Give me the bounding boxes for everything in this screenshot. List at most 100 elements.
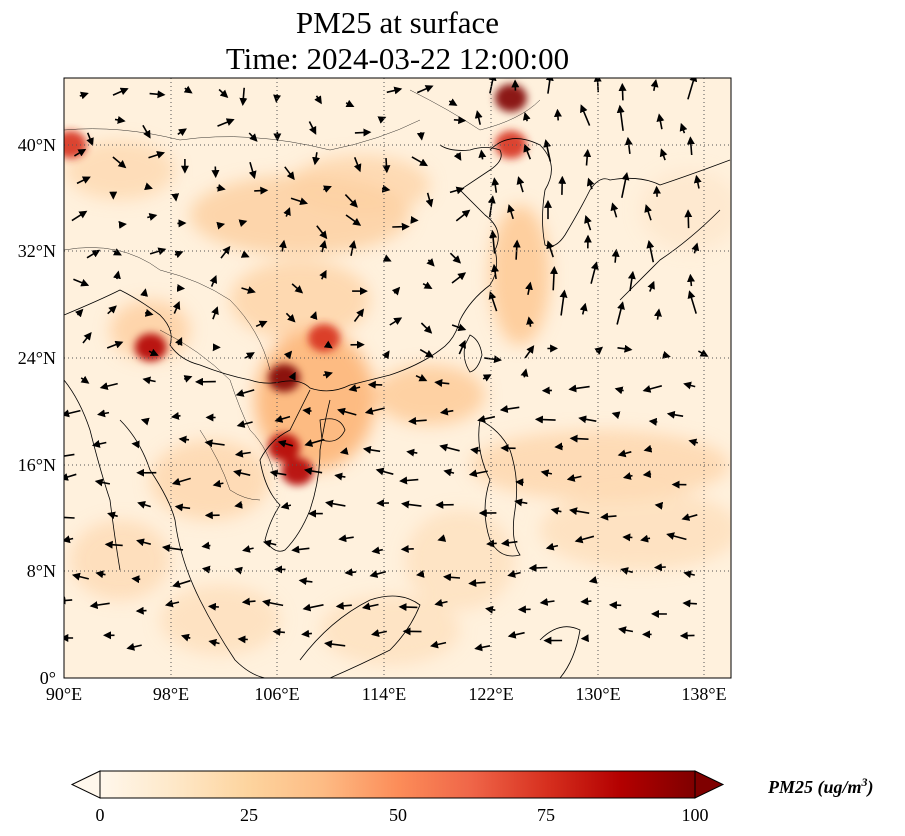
- wind-vector-arrow: [73, 148, 87, 157]
- wind-vector-arrow: [620, 567, 633, 575]
- wind-vector-arrow: [136, 538, 152, 547]
- wind-vector-arrow: [291, 545, 310, 554]
- wind-vector-arrow: [209, 275, 218, 287]
- wind-vector-arrow: [89, 601, 110, 610]
- lon-tick-label: 90°E: [46, 684, 82, 704]
- wind-vector-arrow: [659, 148, 668, 161]
- wind-vector-arrow: [579, 302, 588, 315]
- wind-vector-arrow: [218, 88, 229, 98]
- wind-vector-arrow: [653, 563, 666, 572]
- wind-vector-arrow: [71, 572, 89, 581]
- wind-vector-arrow: [303, 467, 323, 475]
- wind-vector-arrow: [337, 407, 357, 416]
- wind-vector-arrow: [611, 411, 621, 420]
- wind-vector-arrow: [95, 570, 106, 579]
- wind-vector-arrow: [353, 308, 365, 322]
- wind-vector-arrow: [507, 570, 521, 578]
- wind-vector-arrow: [643, 444, 653, 453]
- wind-vector-arrow: [514, 498, 528, 507]
- wind-vector-arrow: [172, 579, 191, 588]
- wind-vector-arrow: [381, 184, 391, 193]
- wind-vector-arrow: [241, 286, 256, 294]
- wind-vector-arrow: [401, 500, 422, 509]
- wind-vector-arrow: [550, 507, 562, 515]
- wind-vector-arrow: [126, 642, 142, 651]
- wind-vector-arrow: [73, 278, 90, 287]
- wind-vector-arrow: [617, 344, 633, 353]
- wind-vector-arrow: [644, 204, 652, 221]
- wind-vector-arrow: [204, 439, 225, 448]
- wind-vector-arrow: [656, 113, 665, 130]
- colorbar-ticks: 0 25 50 75 100: [96, 805, 709, 825]
- wind-vector-arrow: [171, 477, 191, 486]
- wind-vector-arrow: [362, 445, 381, 454]
- wind-vector-arrow: [580, 597, 592, 606]
- wind-vector-arrow: [301, 629, 312, 638]
- wind-vector-arrow: [501, 538, 518, 547]
- wind-vector-arrow: [348, 240, 357, 256]
- coastline-hainan: [319, 418, 346, 442]
- coastline-malay: [119, 419, 266, 678]
- wind-vector-arrow: [437, 534, 447, 542]
- wind-vector-arrow: [183, 375, 193, 383]
- wind-vector-arrow: [107, 305, 117, 315]
- wind-vector-arrow: [369, 570, 387, 578]
- wind-vector-arrow: [600, 512, 617, 521]
- wind-vector-arrow: [118, 220, 127, 229]
- wind-vector-arrow: [291, 283, 304, 294]
- wind-vector-arrow: [308, 121, 317, 135]
- wind-vector-arrow: [408, 416, 427, 425]
- wind-vector-arrow: [488, 291, 498, 312]
- wind-vector-arrow: [304, 438, 325, 447]
- wind-vector-arrow: [483, 355, 502, 364]
- wind-vector-arrow: [285, 312, 296, 323]
- wind-vector-arrow: [140, 417, 150, 426]
- wind-vector-arrow: [284, 166, 295, 181]
- wind-vector-arrow: [683, 570, 695, 579]
- lon-tick-label: 98°E: [153, 684, 189, 704]
- wind-vector-arrow: [149, 247, 167, 256]
- wind-vector-arrow: [451, 272, 467, 284]
- wind-vector-arrow: [148, 151, 166, 159]
- wind-vector-arrow: [277, 439, 294, 448]
- wind-vector-arrow: [135, 606, 147, 615]
- wind-vector-arrow: [164, 599, 180, 608]
- wind-vector-arrow: [131, 575, 141, 584]
- wind-vector-arrow: [426, 258, 435, 267]
- wind-vector-arrow: [627, 270, 636, 292]
- coastline-taiwan: [463, 334, 483, 373]
- wind-vector-arrow: [534, 415, 556, 424]
- wind-vector-arrow: [76, 176, 91, 185]
- wind-vector-arrow: [233, 469, 251, 477]
- wind-vector-arrow: [180, 633, 191, 642]
- wind-vector-arrow: [364, 407, 385, 415]
- border-4: [409, 89, 541, 131]
- coastline-myanmar: [64, 379, 121, 571]
- border-5: [64, 119, 421, 151]
- wind-vector-arrow: [104, 540, 123, 549]
- wind-vector-arrow: [477, 415, 496, 423]
- lat-tick-label: 8°N: [27, 561, 56, 581]
- wind-vector-arrow: [468, 579, 486, 588]
- wind-vector-arrow: [528, 563, 548, 572]
- wind-vector-arrow: [338, 534, 354, 543]
- wind-vector-arrow: [684, 209, 693, 229]
- wind-vector-arrow: [316, 225, 328, 240]
- wind-vector-arrow: [525, 281, 533, 295]
- wind-vector-arrow: [688, 438, 699, 447]
- wind-vector-arrow: [616, 301, 625, 325]
- wind-vector-arrow: [149, 90, 166, 99]
- wind-vector-arrow: [234, 566, 243, 575]
- wind-vector-arrow: [64, 513, 75, 522]
- wind-vector-arrow: [106, 340, 124, 349]
- wind-vector-arrow: [234, 500, 243, 509]
- wind-vector-arrow: [248, 132, 258, 142]
- wind-vector-arrow: [430, 640, 447, 649]
- wind-vector-arrow: [325, 499, 346, 508]
- wind-vector-arrow: [262, 539, 277, 548]
- wind-vector-arrow: [468, 469, 488, 478]
- wind-vector-arrow: [584, 214, 592, 231]
- wind-vector-arrow: [507, 630, 525, 639]
- wind-vector-arrow: [64, 409, 81, 418]
- wind-vector-arrow: [99, 382, 118, 390]
